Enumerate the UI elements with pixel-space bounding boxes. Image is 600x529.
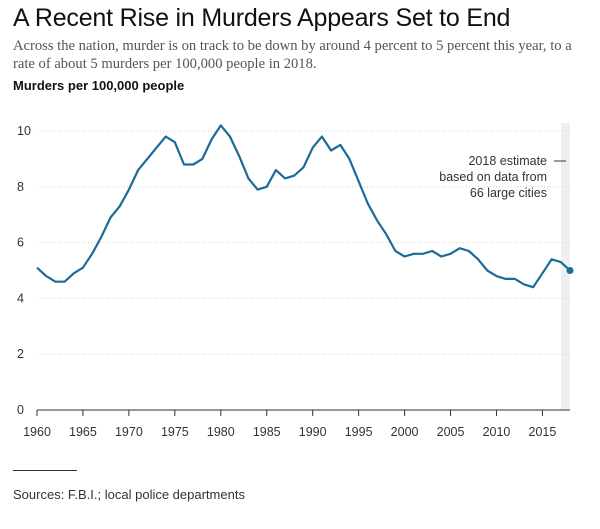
y-tick-label-2: 2 [17,347,24,361]
y-tick-label-6: 6 [17,236,24,250]
x-tick-label-1960: 1960 [23,425,51,439]
y-tick-label-8: 8 [17,180,24,194]
x-tick-label-1995: 1995 [345,425,373,439]
x-tick-label-1990: 1990 [299,425,327,439]
footer-rule [13,470,77,471]
x-tick-label-1975: 1975 [161,425,189,439]
murder-rate-line [36,124,571,289]
x-tick-label-2015: 2015 [529,425,557,439]
source-note: Sources: F.B.I.; local police department… [13,487,245,502]
x-tick-label-1985: 1985 [253,425,281,439]
annotation-line-3: 66 large cities [470,186,547,200]
y-axis-title: Murders per 100,000 people [13,78,185,93]
y-tick-label-10: 10 [17,124,31,138]
y-tick-label-0: 0 [17,403,24,417]
annotation-line-1: 2018 estimate [468,154,547,168]
x-tick-label-1965: 1965 [69,425,97,439]
x-tick-label-1980: 1980 [207,425,235,439]
x-tick-label-2000: 2000 [391,425,419,439]
x-tick-label-2005: 2005 [437,425,465,439]
murder-rate-line-chart: 0 2 4 6 8 10 1960 1965 1970 1975 1980 1985 1990 1995… [17,123,574,439]
y-tick-labels: 0 2 4 6 8 10 [17,124,31,417]
x-tick-label-2010: 2010 [483,425,511,439]
chart-title: A Recent Rise in Murders Appears Set to … [13,4,511,32]
annotation-line-2: based on data from [439,170,547,184]
gridlines [37,130,570,355]
estimate-point [566,267,574,274]
chart-subtitle: Across the nation, murder is on track to… [13,38,572,72]
y-tick-label-4: 4 [17,291,24,305]
estimate-annotation: 2018 estimate based on data from 66 larg… [439,154,566,200]
x-axis: 1960 1965 1970 1975 1980 1985 1990 1995 2000 2005… [23,409,570,439]
x-tick-label-1970: 1970 [115,425,143,439]
